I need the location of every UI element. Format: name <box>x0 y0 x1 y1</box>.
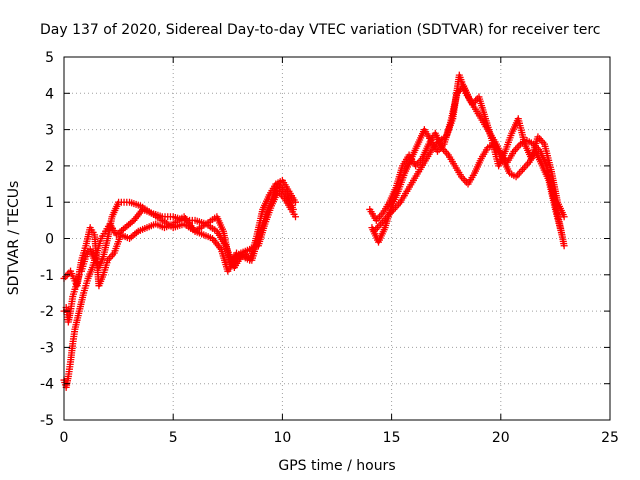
x-tick-label: 15 <box>383 430 401 446</box>
x-tick-label: 20 <box>492 430 510 446</box>
data-point-marker <box>289 205 297 213</box>
y-tick-label: 2 <box>45 159 54 175</box>
chart-title: Day 137 of 2020, Sidereal Day-to-day VTE… <box>40 22 600 38</box>
y-tick-label: -1 <box>40 268 54 284</box>
y-tick-label: -4 <box>40 377 54 393</box>
x-tick-label: 25 <box>601 430 619 446</box>
data-point-marker <box>560 213 568 221</box>
data-point-marker <box>292 198 300 206</box>
series-5 <box>368 82 566 246</box>
axis-ticks: 0 5 10 15 20 25 -5 -4 -3 -2 -1 0 1 2 3 4 5 <box>40 50 619 446</box>
series-6 <box>370 71 568 235</box>
grid-lines <box>64 57 610 420</box>
y-tick-label: -2 <box>40 304 54 320</box>
y-tick-label: 4 <box>45 86 54 102</box>
y-tick-label: 0 <box>45 232 54 248</box>
y-tick-label: 3 <box>45 123 54 139</box>
x-axis-label: GPS time / hours <box>278 458 395 474</box>
y-tick-label: 5 <box>45 50 54 66</box>
y-tick-label: 1 <box>45 195 54 211</box>
x-tick-label: 5 <box>169 430 178 446</box>
y-tick-label: -3 <box>40 340 54 356</box>
data-point-marker <box>292 213 300 221</box>
y-tick-label: -5 <box>40 413 54 429</box>
y-axis-label: SDTVAR / TECUs <box>6 181 22 296</box>
x-tick-label: 0 <box>60 430 69 446</box>
x-tick-label: 10 <box>273 430 291 446</box>
plot-frame <box>63 56 611 421</box>
series-3 <box>60 180 297 290</box>
data-point-marker <box>558 231 566 239</box>
data-points <box>60 71 568 391</box>
data-point-marker <box>560 242 568 250</box>
